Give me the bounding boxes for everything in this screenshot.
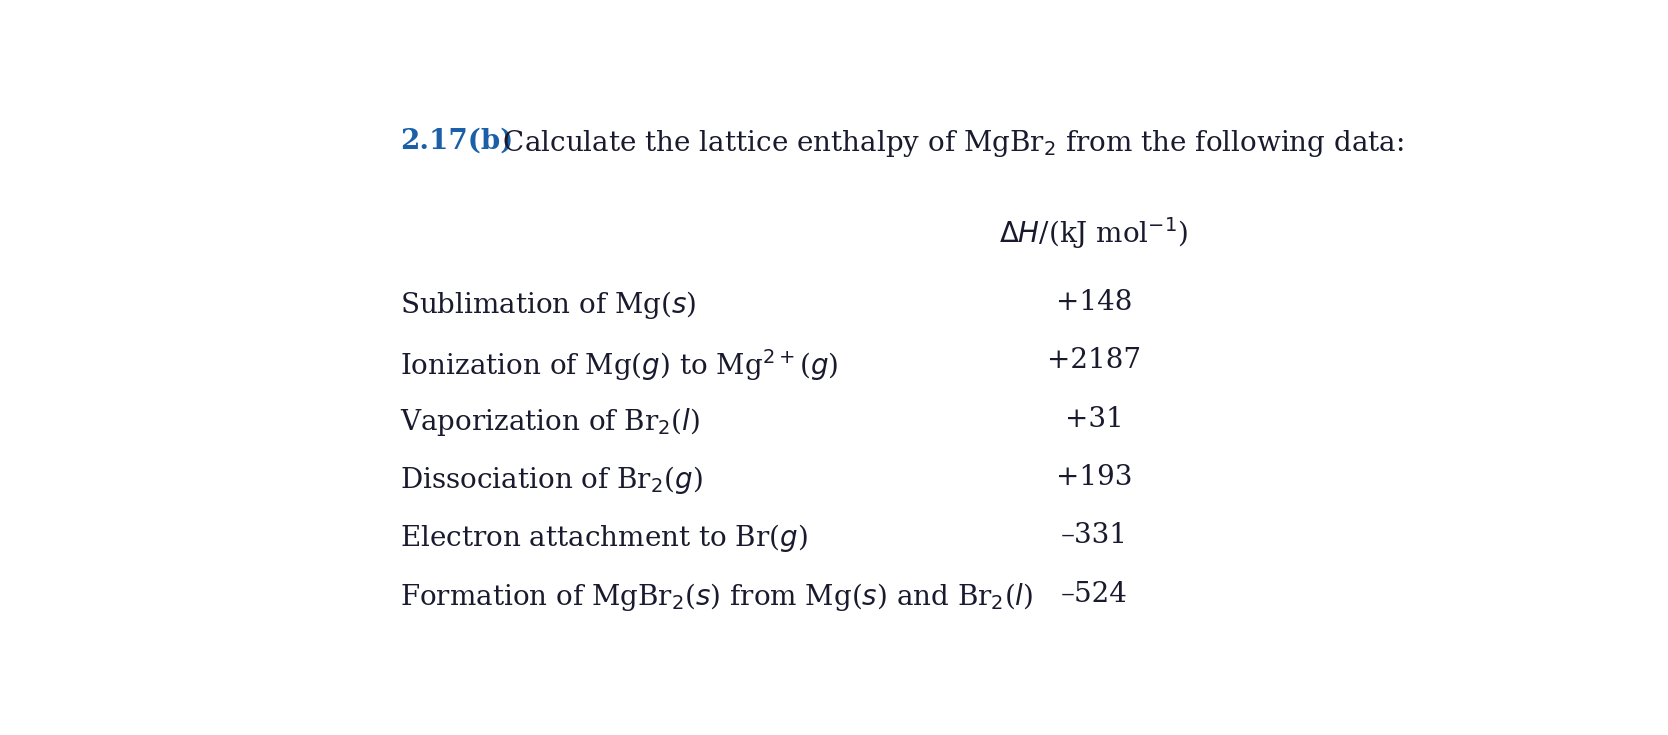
Text: Ionization of Mg($g$) to Mg$^{2+}$($g$): Ionization of Mg($g$) to Mg$^{2+}$($g$) <box>400 348 837 384</box>
Text: Calculate the lattice enthalpy of MgBr$_2$ from the following data:: Calculate the lattice enthalpy of MgBr$_… <box>494 128 1404 159</box>
Text: Dissociation of Br$_2$($g$): Dissociation of Br$_2$($g$) <box>400 464 702 496</box>
Text: Vaporization of Br$_2$($l$): Vaporization of Br$_2$($l$) <box>400 406 701 438</box>
Text: +2187: +2187 <box>1048 348 1141 374</box>
Text: Formation of MgBr$_2$($s$) from Mg($s$) and Br$_2$($l$): Formation of MgBr$_2$($s$) from Mg($s$) … <box>400 581 1032 612</box>
Text: Electron attachment to Br($g$): Electron attachment to Br($g$) <box>400 523 807 554</box>
Text: +193: +193 <box>1056 464 1133 491</box>
Text: –331: –331 <box>1061 523 1128 549</box>
Text: 2.17(b): 2.17(b) <box>400 128 514 155</box>
Text: $\Delta H$/(kJ mol$^{-1}$): $\Delta H$/(kJ mol$^{-1}$) <box>999 215 1189 251</box>
Text: Sublimation of Mg($s$): Sublimation of Mg($s$) <box>400 289 696 321</box>
Text: –524: –524 <box>1061 581 1128 608</box>
Text: +148: +148 <box>1056 289 1133 316</box>
Text: +31: +31 <box>1064 406 1123 433</box>
